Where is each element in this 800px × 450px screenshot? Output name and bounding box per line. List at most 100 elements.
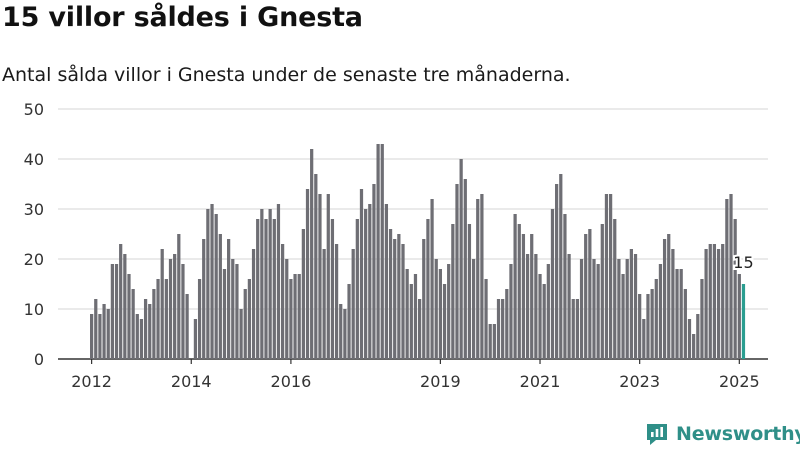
bar [119,244,123,359]
bar [692,334,696,359]
x-tick-label: 2019 [420,372,461,391]
bar [704,249,708,359]
bar [314,174,318,359]
bar [633,254,638,359]
bar [102,304,106,359]
bar [218,234,222,359]
bar [114,264,119,359]
bar [604,194,609,359]
bar [127,274,131,359]
bar [521,234,526,359]
bar [525,254,530,359]
bar [310,149,314,359]
bar [339,304,343,359]
bar [542,284,546,359]
y-axis-ticks: 0 10 20 30 40 50 [24,100,44,369]
bar [256,219,260,359]
bar [451,224,455,359]
bar [264,219,268,359]
bar [372,184,376,359]
bar [501,299,505,359]
bar [538,274,542,359]
bar [110,264,114,359]
bar [505,289,509,359]
bar [530,234,534,359]
bar [405,269,409,359]
bar [513,214,517,359]
bar [559,174,563,359]
bar [210,204,214,359]
bar [550,209,555,359]
chart-subtitle: Antal sålda villor i Gnesta under de sen… [2,64,571,86]
bar [106,309,110,359]
bar [442,284,447,359]
bar [359,189,364,359]
bar [708,244,712,359]
bar [235,264,239,359]
bar [384,204,389,359]
bar [426,219,430,359]
bar [484,279,488,359]
bar [563,214,567,359]
x-tick-label: 2023 [619,372,660,391]
bar [721,244,725,359]
bar [401,244,405,359]
bar [418,299,422,359]
bar [733,219,737,359]
x-tick-label: 2016 [271,372,312,391]
bar [716,249,721,359]
bar [90,314,94,359]
bar [579,259,584,359]
bar [608,194,613,359]
bar [297,274,301,359]
bar [318,194,322,359]
bar [625,259,629,359]
bar [305,189,310,359]
bar [517,224,521,359]
y-tick-label: 50 [24,100,44,119]
brand-logo: Newsworthy [644,421,800,447]
x-tick-label: 2025 [719,372,760,391]
bar [243,289,247,359]
bar [629,249,633,359]
bar [413,274,418,359]
bar [322,249,326,359]
bar [135,314,139,359]
bar [488,324,492,359]
bar [687,319,692,359]
bar [272,219,276,359]
bar [388,229,393,359]
bar [667,234,671,359]
bar [260,209,264,359]
x-tick-label: 2014 [171,372,212,391]
bar-latest [741,284,746,359]
annotations: 15 [731,251,755,274]
bar [654,279,658,359]
bar [700,279,704,359]
bar [285,259,289,359]
bar [376,144,380,359]
bar [422,239,426,359]
bar [168,259,173,359]
bar [438,269,442,359]
bar [139,319,144,359]
bar [575,299,580,359]
latest-value-label: 15 [733,253,753,272]
y-tick-label: 0 [34,350,44,369]
bar [471,259,476,359]
bar-chart: 0 10 20 30 40 50 2012 2014 2016 2019 2021 2023 2025… [24,100,768,391]
bar [206,209,210,359]
bar [683,289,687,359]
bar [459,159,463,359]
bar [492,324,496,359]
bar [239,309,243,359]
bar [152,289,156,359]
bar [496,299,501,359]
bar [463,179,467,359]
bar [596,264,600,359]
bar [380,144,384,359]
bar [725,199,729,359]
bar [476,199,480,359]
x-tick-label: 2021 [520,372,561,391]
bar [650,289,654,359]
